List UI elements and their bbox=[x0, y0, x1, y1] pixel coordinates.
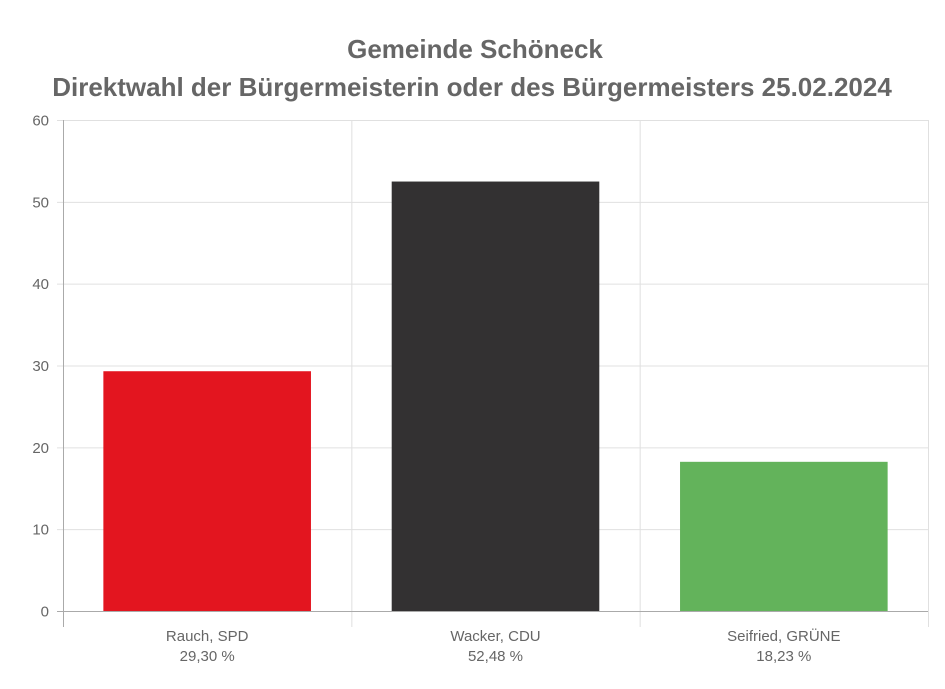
bar-1 bbox=[103, 371, 311, 611]
y-tick-label: 60 bbox=[32, 113, 49, 130]
y-tick-label: 0 bbox=[41, 604, 49, 621]
axis-labels: 0 10 20 30 40 50 60 Rauch, SPD 29,30 % Wacker, CD… bbox=[32, 113, 840, 666]
data-label: 29,30 % bbox=[180, 648, 235, 665]
y-tick-label: 30 bbox=[32, 358, 49, 375]
axes bbox=[57, 120, 928, 627]
y-tick-label: 50 bbox=[32, 194, 49, 211]
data-label: 18,23 % bbox=[756, 648, 811, 665]
bar-2 bbox=[391, 181, 600, 611]
data-label: 52,48 % bbox=[468, 648, 523, 665]
y-tick-label: 20 bbox=[32, 440, 49, 457]
x-tick-label: Wacker, CDU bbox=[450, 628, 540, 645]
x-tick-label: Rauch, SPD bbox=[166, 628, 249, 645]
bar-3 bbox=[680, 461, 888, 611]
chart-title-line-1: Gemeinde Schöneck bbox=[347, 34, 603, 64]
y-tick-label: 40 bbox=[32, 276, 49, 293]
bars bbox=[103, 181, 888, 611]
y-tick-label: 10 bbox=[32, 522, 49, 539]
x-tick-label: Seifried, GRÜNE bbox=[727, 627, 840, 645]
chart-title-line-2: Direktwahl der Bürgermeisterin oder des … bbox=[52, 72, 892, 102]
